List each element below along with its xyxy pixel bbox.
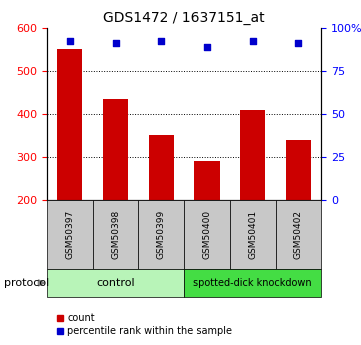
Text: GSM50397: GSM50397 (65, 210, 74, 259)
Bar (47, 200, 93, 269)
Bar (149, 136, 174, 200)
Point (204, 44, 210, 49)
Title: GDS1472 / 1637151_at: GDS1472 / 1637151_at (103, 11, 265, 25)
Text: GSM50398: GSM50398 (111, 210, 120, 259)
Bar (47, 269, 184, 297)
Bar (275, 200, 321, 269)
Bar (103, 99, 128, 200)
Text: GSM50399: GSM50399 (157, 210, 166, 259)
Point (67, 39, 73, 44)
Point (250, 39, 256, 44)
Text: protocol: protocol (4, 278, 49, 288)
Point (158, 39, 164, 44)
Bar (184, 269, 321, 297)
Text: GSM50400: GSM50400 (203, 210, 212, 259)
Text: spotted-dick knockdown: spotted-dick knockdown (193, 278, 312, 288)
Text: GSM50402: GSM50402 (294, 210, 303, 259)
Bar (93, 200, 138, 269)
Bar (57, 49, 82, 200)
Bar (230, 200, 275, 269)
Bar (184, 200, 230, 269)
Text: GSM50401: GSM50401 (248, 210, 257, 259)
Bar (240, 110, 265, 200)
Bar (195, 161, 219, 200)
Point (296, 40, 301, 46)
Legend: count, percentile rank within the sample: count, percentile rank within the sample (52, 309, 236, 340)
Bar (138, 200, 184, 269)
Point (113, 40, 118, 46)
Text: control: control (96, 278, 135, 288)
Bar (286, 140, 311, 200)
